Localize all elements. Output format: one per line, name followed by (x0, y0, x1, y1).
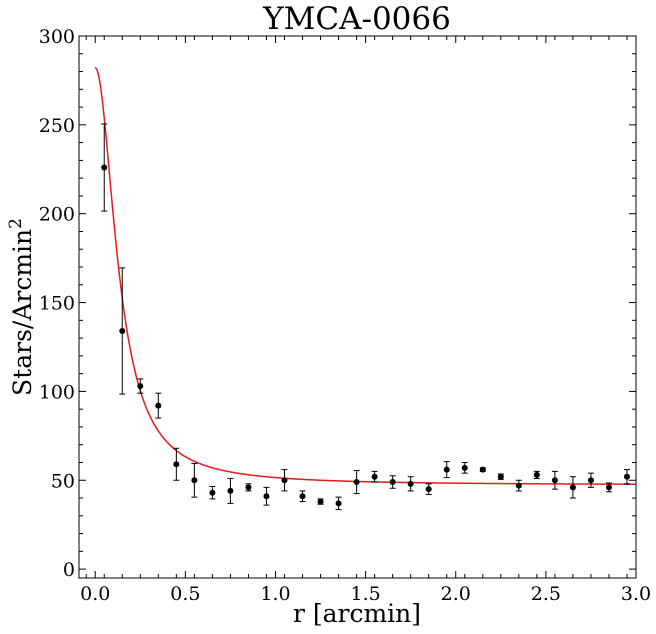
data-point (245, 484, 252, 491)
data-point (155, 402, 162, 409)
data-point-group (335, 496, 342, 511)
data-point-group (389, 475, 396, 489)
plot-frame (78, 35, 637, 579)
data-point (533, 471, 540, 478)
data-point (569, 484, 576, 491)
y-tick-label: 150 (39, 293, 75, 315)
data-point (371, 473, 378, 480)
data-point (173, 461, 180, 468)
data-point-group (569, 476, 576, 499)
data-point (443, 466, 450, 473)
data-point (623, 473, 630, 480)
x-tick-label: 2.0 (441, 583, 471, 605)
data-point-group (245, 483, 252, 492)
data-point-group (425, 483, 432, 495)
data-point (587, 477, 594, 484)
data-point (119, 327, 126, 334)
data-point-group (497, 473, 504, 480)
x-tick-label: 0.0 (80, 583, 110, 605)
data-point (335, 500, 342, 507)
data-point (209, 489, 216, 496)
data-point-group (299, 490, 306, 503)
data-point (551, 477, 558, 484)
plot-area (78, 35, 637, 579)
y-axis-label-main: Stars/Arcmin (8, 229, 37, 396)
data-point-group (443, 461, 450, 479)
data-point-group (281, 469, 288, 492)
data-point-group (155, 392, 162, 419)
fit-curve-layer (94, 66, 637, 485)
data-point-group (407, 476, 414, 492)
x-tick-label: 2.5 (531, 583, 561, 605)
data-point (425, 486, 432, 493)
chart-title: YMCA-0066 (262, 1, 451, 37)
data-point (101, 164, 108, 171)
x-tick-label: 0.5 (170, 583, 200, 605)
y-tick-label: 250 (39, 115, 75, 137)
y-tick-label: 200 (39, 204, 75, 226)
data-point-group (317, 498, 324, 505)
data-point (227, 487, 234, 494)
x-axis-label: r [arcmin] (293, 599, 421, 628)
data-point-group (353, 469, 360, 495)
data-point-group (551, 470, 558, 490)
x-tick-label: 1.0 (260, 583, 290, 605)
data-point (479, 466, 486, 473)
data-point (497, 473, 504, 480)
y-tick-label: 100 (39, 381, 75, 403)
x-tick-label: 3.0 (621, 583, 651, 605)
y-tick-label: 0 (63, 559, 75, 581)
data-point-group (623, 469, 630, 485)
data-point-group (191, 462, 198, 498)
fit-curve-line (94, 66, 637, 485)
data-point (299, 493, 306, 500)
data-point-group (515, 479, 522, 492)
data-point-group (209, 485, 216, 500)
y-axis: 0 50 100 150 200 250 300 (39, 26, 636, 581)
data-point (515, 482, 522, 489)
x-axis: 0.0 0.5 1.0 1.5 2.0 2.5 3.0 (80, 36, 651, 605)
y-axis-label: Stars/Arcmin2 (6, 218, 37, 396)
data-point-group (137, 378, 144, 394)
data-point-group (101, 123, 108, 212)
data-point-group (371, 470, 378, 483)
data-point-group (461, 461, 468, 474)
data-point (281, 477, 288, 484)
data-point-group (479, 466, 486, 473)
data-point (137, 383, 144, 390)
data-point (317, 498, 324, 505)
y-tick-label: 50 (51, 470, 75, 492)
data-point-group (533, 470, 540, 479)
data-point (461, 464, 468, 471)
data-point-group (587, 472, 594, 488)
x-tick-label: 1.5 (351, 583, 381, 605)
y-tick-label: 300 (39, 26, 75, 48)
data-point (263, 493, 270, 500)
data-point (407, 480, 414, 487)
data-points-layer (101, 123, 630, 511)
data-point-group (119, 267, 126, 395)
data-point-group (173, 447, 180, 481)
data-point-group (263, 486, 270, 506)
data-point (191, 477, 198, 484)
data-point (353, 479, 360, 486)
data-point-group (605, 482, 612, 493)
data-point-group (227, 477, 234, 504)
data-point (605, 484, 612, 491)
data-point (389, 479, 396, 486)
y-axis-label-superscript: 2 (6, 218, 26, 229)
